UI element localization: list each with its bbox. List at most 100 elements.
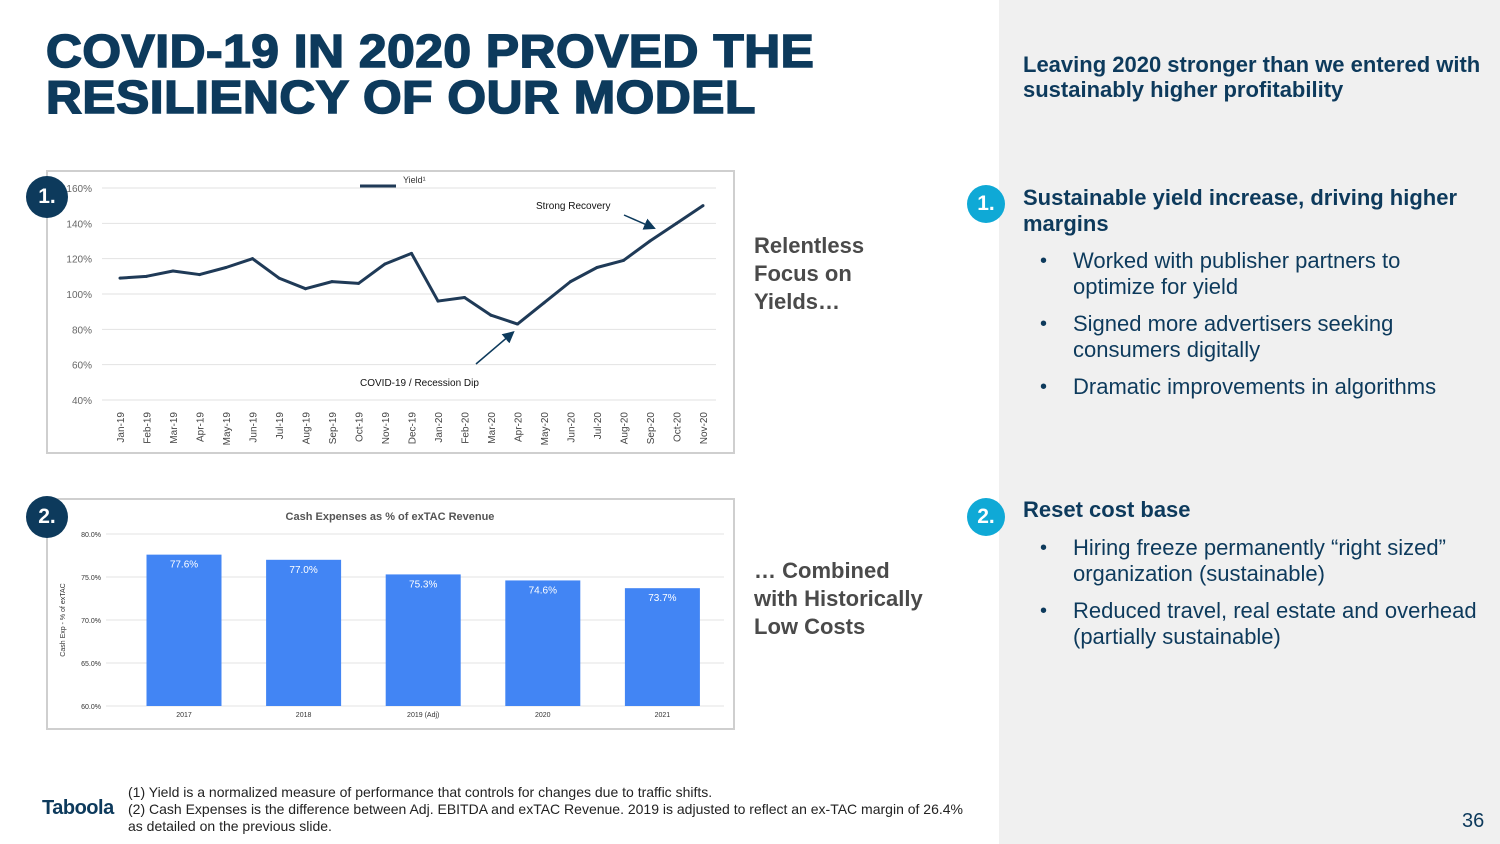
y-tick-label: 60% xyxy=(72,361,92,372)
yield-point xyxy=(410,251,413,255)
yield-point xyxy=(595,266,599,269)
section-badge-1: 1. xyxy=(967,185,1005,223)
yield-point xyxy=(198,273,201,277)
x-tick-label: Jan-19 xyxy=(116,412,127,443)
bar xyxy=(505,580,581,706)
y-tick-label: 70.0% xyxy=(81,618,101,625)
y-tick-label: 120% xyxy=(66,255,92,266)
page-number: 36 xyxy=(1462,810,1485,832)
page-title-line-2: RESILIENCY OF OUR MODEL xyxy=(45,71,756,123)
yields-caption-line: Relentless xyxy=(754,233,865,258)
x-tick-label: 2020 xyxy=(535,712,551,719)
cost-bullet-list: Hiring freeze permanently “right sized” … xyxy=(1040,535,1480,661)
x-tick-label: 2018 xyxy=(296,712,312,719)
bar-value-label: 77.6% xyxy=(170,560,198,571)
y-axis-label: Cash Exp - % of exTAC xyxy=(60,583,67,656)
x-tick-label: 2021 xyxy=(655,712,671,719)
footnote-1: (1) Yield is a normalized measure of per… xyxy=(128,784,713,800)
x-tick-label: Dec-19 xyxy=(408,412,419,445)
x-tick-label: 2019 (Adj) xyxy=(407,712,439,719)
y-tick-label: 60.0% xyxy=(81,704,101,711)
x-tick-label: Jul-19 xyxy=(275,412,286,440)
section-title-yield: Sustainable yield increase, driving high… xyxy=(1023,185,1458,236)
yield-point xyxy=(542,301,546,305)
x-tick-label: Mar-19 xyxy=(169,412,180,444)
bar xyxy=(146,554,222,706)
right-panel-heading: Leaving 2020 stronger than we entered wi… xyxy=(1023,52,1481,102)
y-tick-label: 80.0% xyxy=(81,532,101,539)
x-tick-label: Mar-20 xyxy=(487,412,498,444)
yield-point xyxy=(489,313,493,317)
legend-label: Yield¹ xyxy=(403,175,426,185)
yield-point xyxy=(622,258,625,262)
bullet-item: Signed more advertisers seeking consumer… xyxy=(1040,311,1480,363)
yields-caption-line: Focus on xyxy=(754,261,852,286)
x-tick-label: Oct-19 xyxy=(355,412,366,442)
annotation-arrow xyxy=(623,214,656,230)
yield-point xyxy=(675,221,678,225)
yield-point xyxy=(304,287,307,291)
yield-point xyxy=(118,276,122,280)
x-tick-label: May-19 xyxy=(222,412,233,446)
bullet-item: Worked with publisher partners to optimi… xyxy=(1040,248,1480,300)
costs-caption-line: with Historically xyxy=(754,586,923,611)
y-tick-label: 140% xyxy=(66,219,92,230)
annotation-strong-recovery: Strong Recovery xyxy=(536,201,610,212)
x-tick-label: Aug-20 xyxy=(620,412,631,445)
x-tick-label: Apr-20 xyxy=(514,412,525,442)
right-panel xyxy=(999,0,1500,844)
yield-line-chart: 40% 60% 80% 100% 120% 140% 160% Jan-19 Feb-19 Mar… xyxy=(66,175,716,446)
x-tick-label: Feb-19 xyxy=(143,412,154,444)
y-tick-label: 100% xyxy=(66,290,92,301)
footnote-2: (2) Cash Expenses is the difference betw… xyxy=(128,801,964,834)
y-tick-label: 160% xyxy=(66,184,92,195)
bar xyxy=(385,574,461,706)
yield-point xyxy=(251,257,254,261)
annotation-covid-dip: COVID-19 / Recession Dip xyxy=(360,378,479,389)
yield-point xyxy=(357,281,360,285)
x-tick-label: Oct-20 xyxy=(673,412,684,442)
bar-value-label: 74.6% xyxy=(529,585,557,596)
yield-chart-frame: 40% 60% 80% 100% 120% 140% 160% Jan-19 Feb-19 Mar… xyxy=(46,170,735,454)
yield-point xyxy=(701,204,705,208)
x-tick-label: Jun-20 xyxy=(567,412,578,443)
yield-point xyxy=(145,274,148,278)
bullet-item: Reduced travel, real estate and overhead… xyxy=(1040,598,1480,650)
bullet-item: Hiring freeze permanently “right sized” … xyxy=(1040,535,1480,587)
x-tick-label: Jun-19 xyxy=(249,412,260,443)
yield-point xyxy=(224,266,228,269)
x-tick-label: Nov-19 xyxy=(381,412,392,445)
x-tick-label: Sep-20 xyxy=(646,412,657,445)
x-tick-label: Feb-20 xyxy=(461,412,472,444)
x-tick-label: Jan-20 xyxy=(434,412,445,443)
y-tick-label: 75.0% xyxy=(81,575,101,582)
yield-point xyxy=(171,269,175,273)
cash-expenses-chart-frame: Cash Expenses as % of exTAC Revenue Cash … xyxy=(46,498,735,730)
bar xyxy=(624,588,700,706)
x-tick-label: Jul-20 xyxy=(593,412,604,440)
yield-point xyxy=(569,280,572,284)
yield-point xyxy=(436,299,440,303)
yield-point xyxy=(383,262,387,266)
bar xyxy=(266,559,342,706)
x-tick-label: May-20 xyxy=(540,412,551,446)
y-tick-label: 80% xyxy=(72,325,92,336)
x-tick-label: Nov-20 xyxy=(699,412,710,445)
bullet-item: Dramatic improvements in algorithms xyxy=(1040,374,1480,400)
costs-caption-line: … Combined xyxy=(754,558,890,583)
y-tick-label: 40% xyxy=(72,396,92,407)
x-tick-label: Aug-19 xyxy=(302,412,313,445)
bar-chart-title: Cash Expenses as % of exTAC Revenue xyxy=(286,511,495,523)
yield-point xyxy=(330,280,334,284)
chart-badge-2: 2. xyxy=(26,496,68,538)
x-tick-label: 2017 xyxy=(176,712,192,719)
yield-point xyxy=(516,322,519,326)
chart-badge-1: 1. xyxy=(26,176,68,218)
page-title: COVID-19 IN 2020 PROVED THE RESILIENCY O… xyxy=(45,27,946,121)
x-tick-label: Apr-19 xyxy=(196,412,207,442)
bar-value-label: 73.7% xyxy=(648,593,676,604)
x-tick-label: Sep-19 xyxy=(328,412,339,445)
section-badge-2: 2. xyxy=(967,498,1005,536)
page-title-line-1: COVID-19 IN 2020 PROVED THE xyxy=(45,25,815,77)
yield-bullet-list: Worked with publisher partners to optimi… xyxy=(1040,248,1480,411)
